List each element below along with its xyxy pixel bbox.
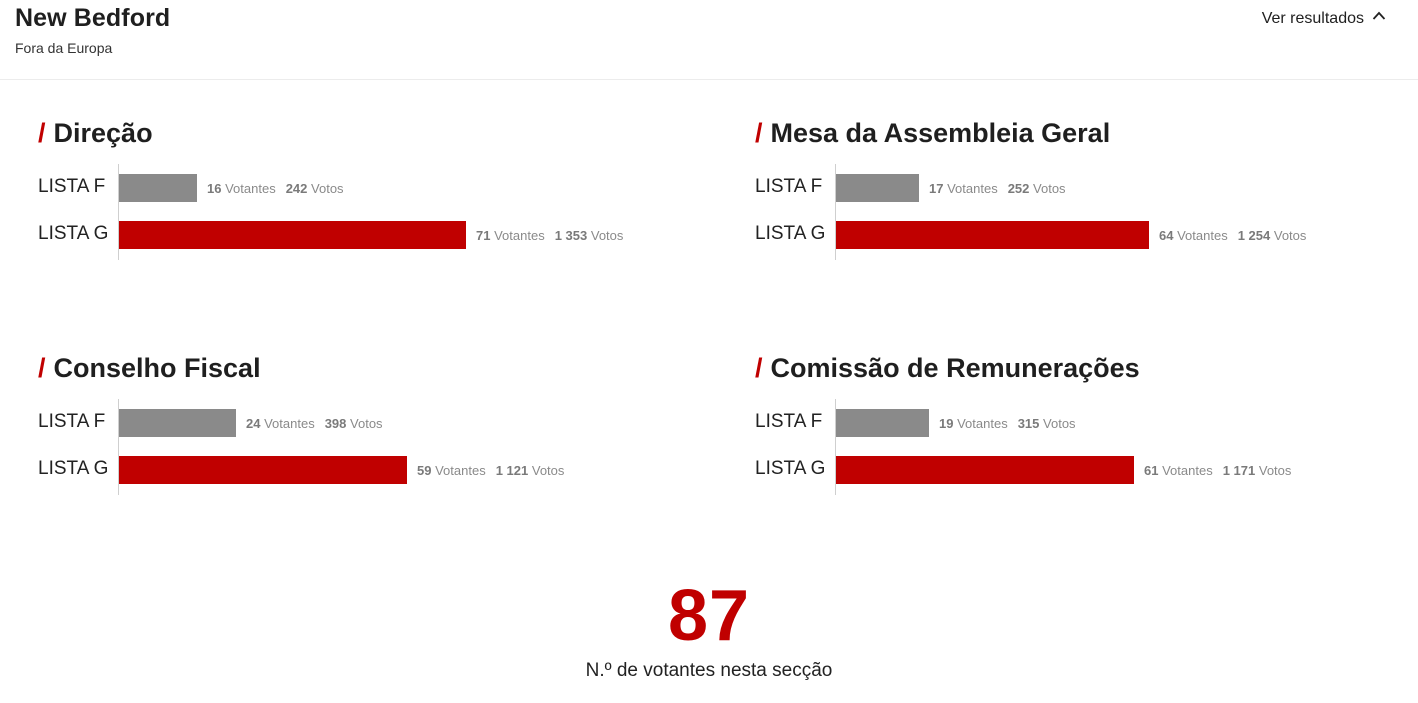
row-stats: 17 Votantes 252 Votos: [929, 181, 1066, 196]
total-voters-label: N.º de votantes nesta secção: [585, 660, 833, 681]
row-stats: 71 Votantes 1 353 Votos: [476, 228, 623, 243]
slash-mark: /: [38, 353, 46, 383]
chart-axis: [835, 399, 836, 495]
votos-label: Votos: [1273, 228, 1307, 243]
slash-mark: /: [38, 118, 46, 148]
votantes-count: 16: [207, 181, 222, 196]
votantes-bar: [119, 456, 407, 484]
votantes-count: 64: [1159, 228, 1174, 243]
votos-count: 1 353: [554, 228, 588, 243]
ver-resultados-label: Ver resultados: [1261, 9, 1364, 27]
section-title: / Direção: [38, 118, 153, 149]
section-title: / Conselho Fiscal: [38, 353, 261, 384]
votantes-bar: [119, 174, 197, 202]
lista-label: LISTA F: [755, 411, 823, 432]
slash-mark: /: [755, 353, 763, 383]
chart-axis: [118, 399, 119, 495]
lista-label: LISTA F: [38, 411, 106, 432]
votos-label: Votos: [350, 416, 383, 431]
lista-label: LISTA G: [38, 223, 109, 244]
row-stats: 19 Votantes 315 Votos: [939, 416, 1076, 431]
chevron-up-icon: [1372, 9, 1386, 28]
ver-resultados-toggle[interactable]: Ver resultados: [1262, 9, 1386, 28]
votantes-label: Votantes: [264, 416, 315, 431]
votantes-count: 59: [417, 463, 432, 478]
chart-axis: [118, 164, 119, 260]
votantes-bar: [119, 409, 236, 437]
result-row-lista-f: LISTA F 19 Votantes 315 Votos: [755, 409, 1415, 437]
votos-label: Votos: [311, 181, 344, 196]
result-row-lista-f: LISTA F 17 Votantes 252 Votos: [755, 174, 1415, 202]
lista-label: LISTA G: [38, 458, 109, 479]
votos-count: 252: [1007, 181, 1030, 196]
votantes-bar: [836, 174, 919, 202]
row-stats: 24 Votantes 398 Votos: [246, 416, 383, 431]
lista-label: LISTA G: [755, 458, 826, 479]
votantes-label: Votantes: [947, 181, 998, 196]
votantes-label: Votantes: [225, 181, 276, 196]
section-direcao: / Direção LISTA F 16 Votantes 242 Votos LI…: [38, 118, 698, 268]
lista-label: LISTA G: [755, 223, 826, 244]
votos-count: 1 171: [1222, 463, 1256, 478]
result-row-lista-g: LISTA G 59 Votantes 1 121 Votos: [38, 456, 698, 484]
lista-label: LISTA F: [38, 176, 106, 197]
row-stats: 61 Votantes 1 171 Votos: [1144, 463, 1291, 478]
section-title-text: Mesa da Assembleia Geral: [770, 118, 1111, 148]
votos-count: 398: [324, 416, 347, 431]
votos-label: Votos: [1033, 181, 1066, 196]
votantes-bar: [836, 409, 929, 437]
total-voters-count: 87: [667, 576, 751, 656]
votos-count: 1 254: [1237, 228, 1271, 243]
votos-label: Votos: [531, 463, 565, 478]
result-row-lista-f: LISTA F 24 Votantes 398 Votos: [38, 409, 698, 437]
votos-count: 242: [285, 181, 308, 196]
result-row-lista-g: LISTA G 64 Votantes 1 254 Votos: [755, 221, 1415, 249]
votos-label: Votos: [1043, 416, 1076, 431]
votos-count: 1 121: [495, 463, 529, 478]
votantes-count: 71: [476, 228, 491, 243]
section-title-text: Direção: [53, 118, 153, 148]
votos-count: 315: [1017, 416, 1040, 431]
votantes-label: Votantes: [435, 463, 486, 478]
section-title: / Comissão de Remunerações: [755, 353, 1140, 384]
row-stats: 16 Votantes 242 Votos: [207, 181, 344, 196]
votantes-label: Votantes: [494, 228, 545, 243]
votantes-label: Votantes: [1162, 463, 1213, 478]
votantes-bar: [119, 221, 466, 249]
votos-label: Votos: [1258, 463, 1292, 478]
chart-axis: [835, 164, 836, 260]
votantes-label: Votantes: [957, 416, 1008, 431]
votos-label: Votos: [590, 228, 624, 243]
votantes-count: 61: [1144, 463, 1159, 478]
section-title-text: Conselho Fiscal: [53, 353, 261, 383]
row-stats: 59 Votantes 1 121 Votos: [417, 463, 564, 478]
location-title: New Bedford: [15, 4, 171, 32]
votantes-label: Votantes: [1177, 228, 1228, 243]
section-title-text: Comissão de Remunerações: [770, 353, 1140, 383]
result-row-lista-g: LISTA G 61 Votantes 1 171 Votos: [755, 456, 1415, 484]
votantes-count: 24: [246, 416, 261, 431]
results-header: New Bedford Fora da Europa Ver resultado…: [0, 0, 1418, 80]
result-row-lista-f: LISTA F 16 Votantes 242 Votos: [38, 174, 698, 202]
section-mesa-assembleia-geral: / Mesa da Assembleia Geral LISTA F 17 Vot…: [755, 118, 1415, 268]
location-subtitle: Fora da Europa: [15, 40, 113, 56]
slash-mark: /: [755, 118, 763, 148]
result-row-lista-g: LISTA G 71 Votantes 1 353 Votos: [38, 221, 698, 249]
section-title: / Mesa da Assembleia Geral: [755, 118, 1110, 149]
lista-label: LISTA F: [755, 176, 823, 197]
votantes-bar: [836, 456, 1134, 484]
votantes-bar: [836, 221, 1149, 249]
section-comissao-remuneracoes: / Comissão de Remunerações LISTA F 19 Vot…: [755, 353, 1415, 503]
row-stats: 64 Votantes 1 254 Votos: [1159, 228, 1306, 243]
votantes-count: 17: [929, 181, 944, 196]
section-conselho-fiscal: / Conselho Fiscal LISTA F 24 Votantes 398 …: [38, 353, 698, 503]
votantes-count: 19: [939, 416, 954, 431]
